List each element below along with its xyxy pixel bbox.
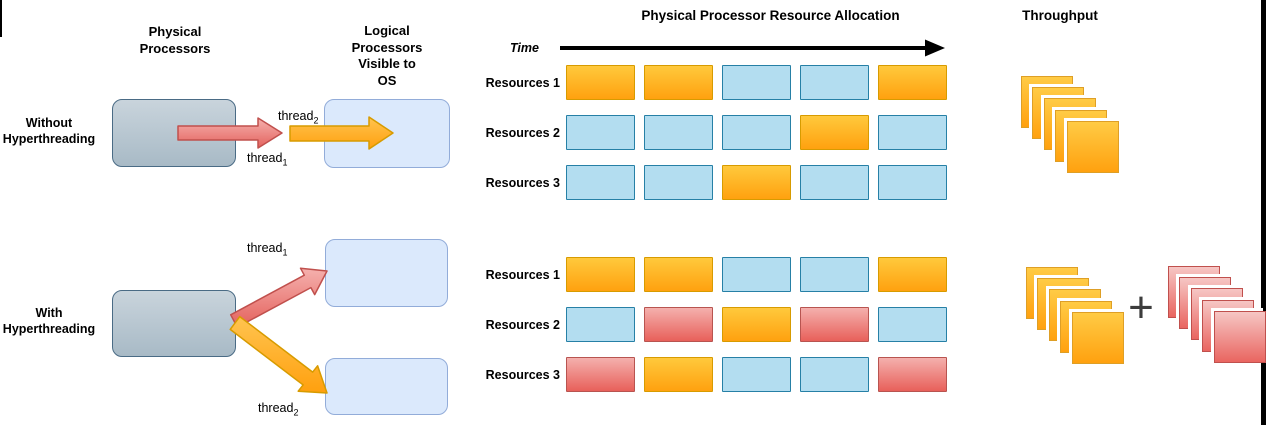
- header-line: Logical: [364, 23, 410, 38]
- resource-row-label: Resources 3: [485, 175, 560, 190]
- screen-edge-artifact-top-left: [0, 0, 2, 37]
- physical-processors-header: Physical Processors: [105, 24, 245, 57]
- resource-cell-red: [644, 307, 713, 342]
- resource-row: Resources 1: [468, 257, 956, 292]
- throughput-stack-orange-with: [1026, 267, 1126, 367]
- without-hyperthreading-label: Without Hyperthreading: [0, 116, 98, 147]
- header-line: Processors: [139, 40, 211, 56]
- scenario-line: With: [35, 306, 63, 320]
- throughput-stack-orange-without: [1021, 76, 1121, 176]
- time-arrow-head: [925, 39, 945, 57]
- resource-cell-orange: [644, 65, 713, 100]
- resource-cell-orange: [644, 357, 713, 392]
- resource-cell-blue: [878, 165, 947, 200]
- resource-cell-red: [566, 357, 635, 392]
- resource-cell-red: [878, 357, 947, 392]
- resource-cell-red: [800, 307, 869, 342]
- resource-cell-orange: [644, 257, 713, 292]
- resource-grid-with: Resources 1 Resources 2 Resources 3: [468, 257, 956, 407]
- resource-row-label: Resources 1: [485, 267, 560, 282]
- throughput-square-orange: [1071, 311, 1124, 364]
- resource-cell-blue: [878, 115, 947, 150]
- resource-row: Resources 3: [468, 357, 956, 392]
- scenario-line: Without: [25, 116, 73, 130]
- thread2-label-top: thread2: [278, 109, 319, 126]
- physical-processor-box-with: [112, 290, 236, 357]
- physical-processor-box-without: [112, 99, 236, 167]
- logical-processor-box-without: [324, 99, 450, 168]
- resource-cell-blue: [644, 115, 713, 150]
- header-line: Visible to: [358, 56, 416, 71]
- logical-processor-box-thread2: [325, 358, 448, 415]
- time-label: Time: [510, 41, 539, 55]
- resource-cell-blue: [566, 165, 635, 200]
- resource-cell-blue: [566, 115, 635, 150]
- header-line: OS: [377, 72, 397, 88]
- resource-cell-orange: [566, 257, 635, 292]
- resource-row: Resources 2: [468, 115, 956, 150]
- resource-cell-blue: [800, 357, 869, 392]
- thread2-arrow-with: [229, 315, 328, 394]
- resource-row: Resources 2: [468, 307, 956, 342]
- resource-row: Resources 1: [468, 65, 956, 100]
- resource-row: Resources 3: [468, 165, 956, 200]
- resource-cell-blue: [800, 165, 869, 200]
- resource-row-label: Resources 2: [485, 125, 560, 140]
- resource-cell-orange: [878, 257, 947, 292]
- throughput-title: Throughput: [1022, 8, 1098, 23]
- logical-processors-header: Logical Processors Visible to OS: [327, 23, 447, 89]
- thread1-label-top: thread1: [247, 151, 288, 168]
- scenario-line: Hyperthreading: [2, 321, 96, 336]
- resource-cell-blue: [800, 65, 869, 100]
- resource-cell-blue: [722, 257, 791, 292]
- with-hyperthreading-label: With Hyperthreading: [0, 306, 98, 337]
- thread1-label-bottom: thread1: [247, 241, 288, 258]
- resource-cell-orange: [722, 165, 791, 200]
- resource-cell-blue: [722, 357, 791, 392]
- thread1-arrow-with: [229, 267, 328, 328]
- resource-cell-blue: [566, 307, 635, 342]
- logical-processor-box-thread1: [325, 239, 448, 307]
- header-line: Physical: [148, 24, 202, 39]
- resource-cell-blue: [722, 65, 791, 100]
- header-line: Processors: [351, 39, 423, 55]
- resource-cell-blue: [644, 165, 713, 200]
- resource-cell-orange: [878, 65, 947, 100]
- resource-row-label: Resources 3: [485, 367, 560, 382]
- resource-grid-without: Resources 1 Resources 2 Resources 3: [468, 65, 956, 215]
- throughput-square-red: [1213, 310, 1266, 363]
- resource-cell-orange: [722, 307, 791, 342]
- resource-cell-orange: [800, 115, 869, 150]
- resource-row-label: Resources 1: [485, 75, 560, 90]
- thread2-label-bottom: thread2: [258, 401, 299, 418]
- screen-edge-bar-right: [1261, 0, 1266, 425]
- resource-cell-blue: [800, 257, 869, 292]
- resource-cell-orange: [566, 65, 635, 100]
- resource-row-label: Resources 2: [485, 317, 560, 332]
- resource-cell-blue: [878, 307, 947, 342]
- resource-allocation-title: Physical Processor Resource Allocation: [641, 8, 900, 23]
- throughput-square-orange: [1066, 120, 1119, 173]
- resource-cell-blue: [722, 115, 791, 150]
- scenario-line: Hyperthreading: [2, 131, 96, 146]
- throughput-stack-red-with: [1168, 266, 1266, 366]
- plus-sign: +: [1128, 283, 1154, 332]
